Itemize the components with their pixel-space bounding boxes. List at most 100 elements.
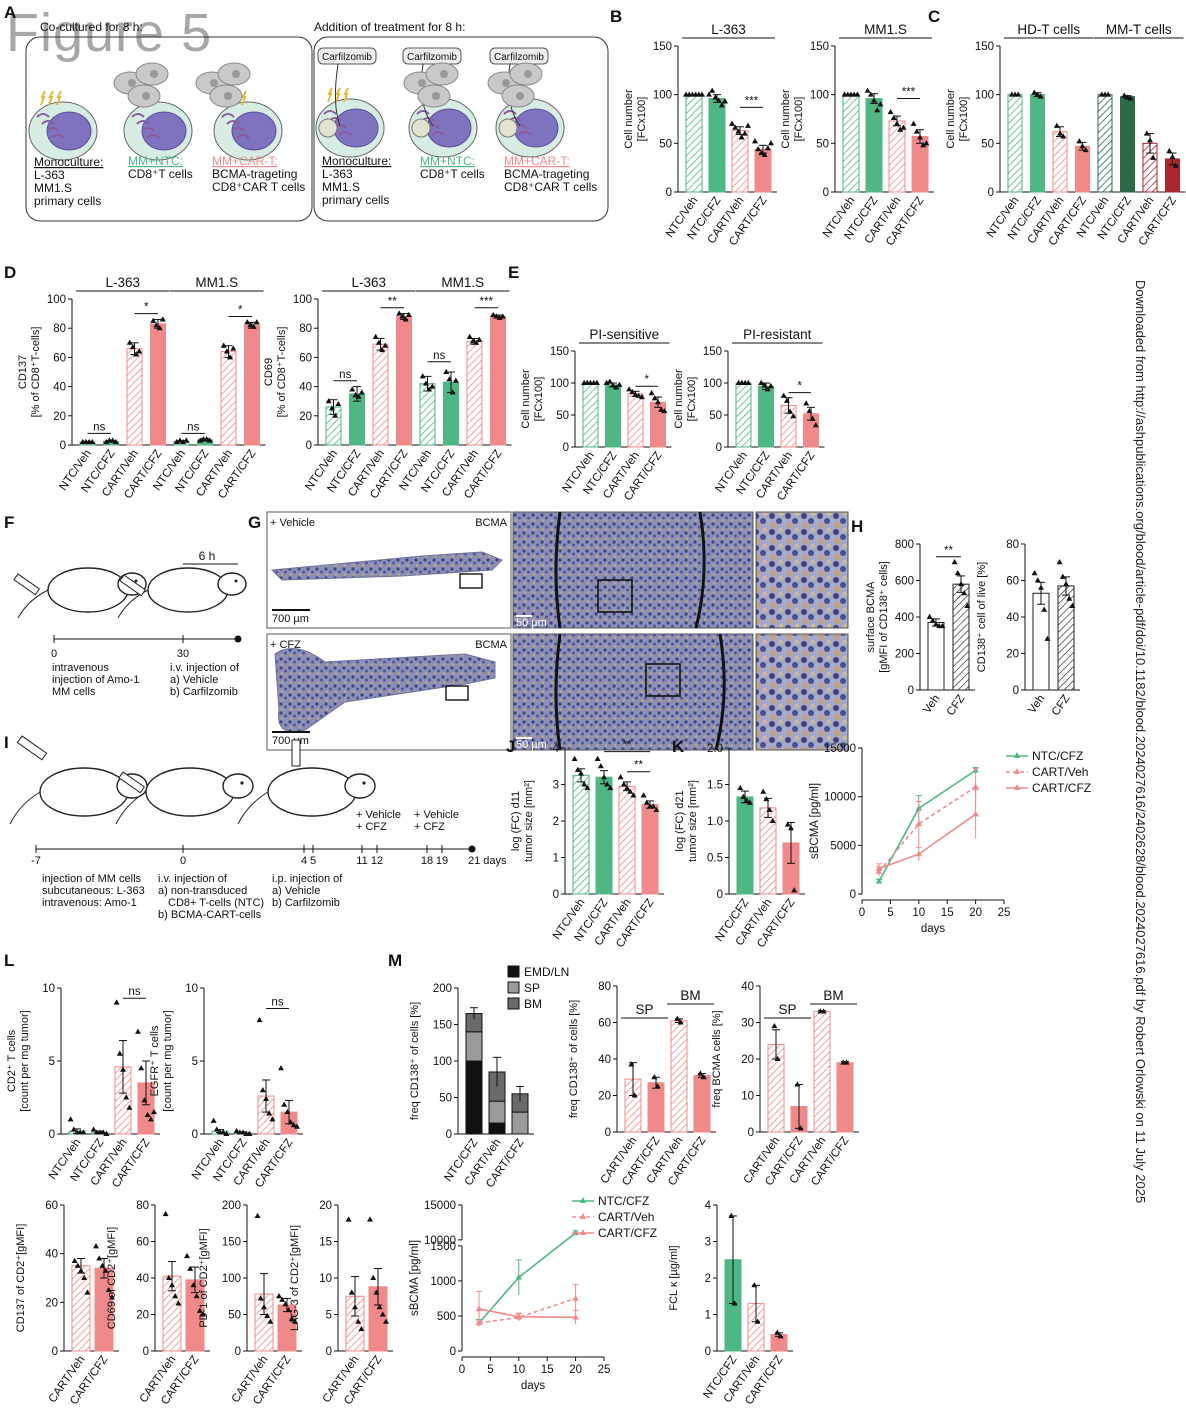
timeline-tick-label: 0 [51,648,57,660]
data-point [812,422,819,428]
data-point [578,770,584,776]
y-tick-label: 20 [299,411,312,423]
drug-tag-label: Carfilzomib [494,52,544,63]
y-tick-label: 1 [705,1310,711,1322]
bar [693,1074,711,1133]
mouse-head [344,773,376,799]
data-point [120,1066,126,1072]
data-point [175,1300,182,1306]
data-point [379,346,386,353]
data-point [112,438,119,445]
group-title: MM1.S [195,275,238,290]
group-detail: BCMA-trageting [212,167,297,181]
group-name: MM+NTC: [128,154,183,168]
er-stripe [323,110,337,115]
timeline-note: i.v. injection of [158,873,228,885]
x-tick-label: 20 [569,1364,582,1376]
y-tick-label: 0 [60,440,66,452]
data-point [151,1108,157,1115]
syringe-icon [119,574,146,597]
y-tick-label: 100 [433,1056,452,1068]
y-axis-label: [FCx100] [636,97,648,142]
bar [490,316,506,446]
mouse-head [222,773,254,799]
data-point [126,339,133,345]
panel-letter: M [388,951,402,970]
data-point [285,1306,292,1313]
group-detail: CD8⁺CAR T cells [212,180,305,194]
er-stripe [431,131,445,136]
er-stripe [41,120,55,125]
data-point [972,783,979,790]
y-tick-label: 100 [222,1273,241,1285]
data-point [954,570,961,576]
bar [126,348,143,446]
y-tick-label: 40 [741,981,754,993]
data-point [396,310,403,316]
data-point [269,1116,276,1122]
data-point [581,781,588,787]
data-point [89,438,96,445]
y-tick-label: 60 [45,1200,58,1212]
tissue-fold [554,633,562,751]
data-point [1044,635,1051,641]
y-axis-label: LAG-3 of CD2⁺[gMFI] [289,1225,301,1331]
treatment-label: + CFZ [356,821,387,833]
data-point [99,1262,106,1268]
significance-label: ** [623,740,632,752]
y-tick-label: 20 [136,1310,149,1322]
data-point [732,124,739,130]
group-title: L-363 [711,22,746,37]
data-point [116,1050,123,1056]
data-point [874,107,881,113]
drug-arrow [334,63,341,127]
data-point [165,1274,172,1280]
data-point [767,383,774,389]
timeline-tick-label: 5 [310,855,316,867]
data-point [96,1255,103,1261]
y-axis-label: [count per mg tumor] [19,1010,31,1112]
data-point [650,803,657,809]
data-point [790,413,797,419]
y-tick-label: 50 [556,410,569,422]
mm-cell-nucleus [426,108,472,148]
tissue-fold [554,511,562,629]
data-point [419,373,426,379]
scale-label: 700 µm [272,735,309,747]
bar [1097,94,1113,193]
x-tick-label: 15 [541,1364,554,1376]
data-point [843,1059,850,1065]
box-right [313,36,609,222]
group-detail: L-363 [34,168,65,182]
data-point [355,1318,362,1324]
data-point [1034,577,1041,583]
y-tick-label: 10 [319,1273,332,1285]
data-point [473,339,480,345]
panel-letter: J [506,737,515,756]
y-axis-label: [% of CD8⁺T-cells] [276,327,288,418]
mouse-body [39,767,129,817]
y-tick-label: 80 [299,323,312,335]
t-cell-nucleus [142,92,150,100]
data-point [939,622,946,629]
data-point [803,400,810,406]
significance-label: ** [388,296,397,308]
bar [641,804,659,895]
data-point [820,1008,827,1014]
data-point [180,438,187,445]
bcma-receptor [335,87,341,103]
timeline-note: MM cells [52,686,96,698]
series-line [878,769,977,882]
y-tick-label: 15000 [824,743,856,755]
er-stripe [141,127,155,132]
data-point [123,1094,130,1100]
mouse-eye [240,781,244,785]
bcma-receptor [40,90,46,106]
data-point [877,101,884,107]
data-point [294,1123,300,1129]
data-point [203,435,210,442]
mouse-body [147,567,229,613]
y-tick-label: 0 [666,187,672,199]
data-point [379,1311,386,1317]
